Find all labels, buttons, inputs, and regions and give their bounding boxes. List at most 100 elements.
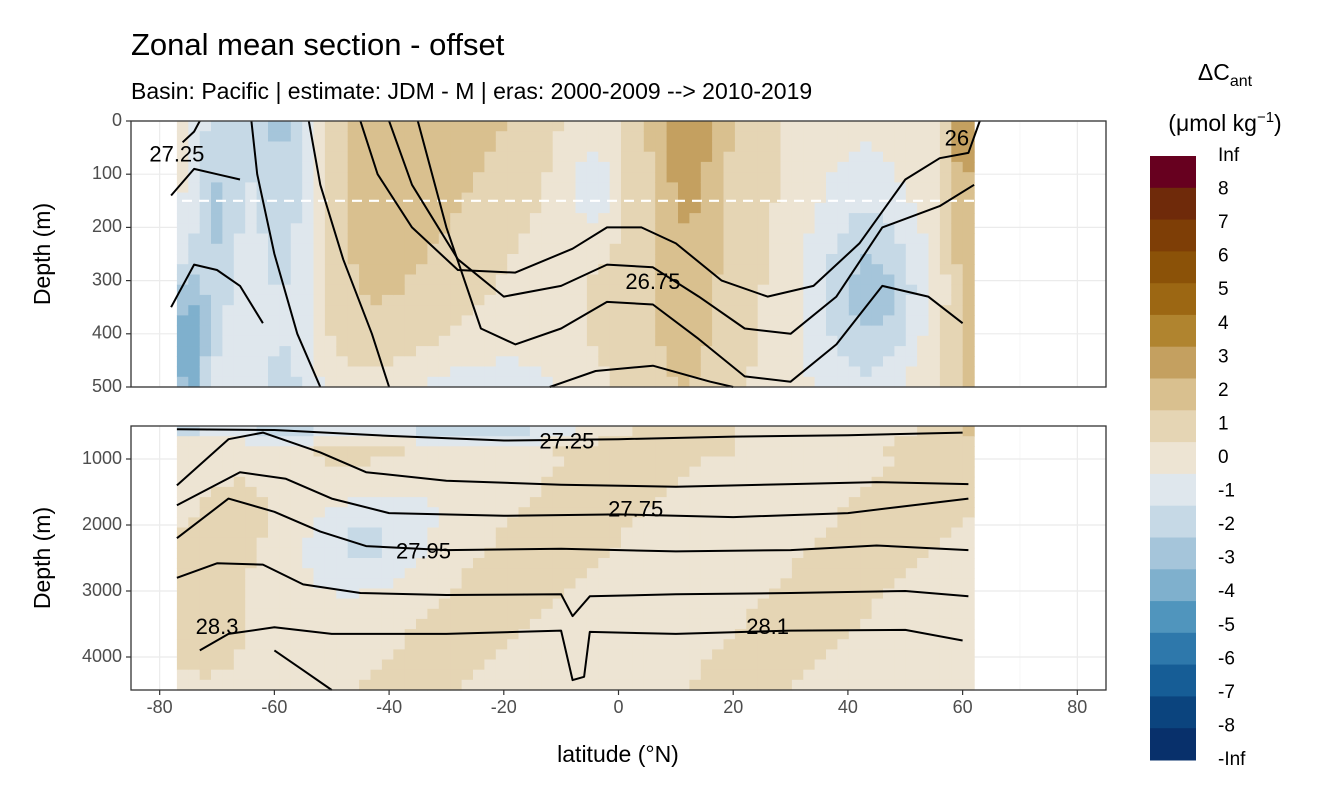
field-cell xyxy=(176,213,189,224)
field-cell xyxy=(370,346,383,357)
field-cell xyxy=(290,446,303,458)
field-cell xyxy=(746,284,759,296)
field-cell xyxy=(769,305,782,316)
field-cell xyxy=(518,182,531,194)
field-cell xyxy=(917,629,930,640)
field-cell xyxy=(279,466,292,478)
field-cell xyxy=(211,151,223,163)
field-cell xyxy=(529,547,542,559)
field-cell xyxy=(632,446,645,458)
field-cell xyxy=(803,161,816,173)
field-cell xyxy=(518,558,531,569)
field-cell xyxy=(962,151,975,163)
field-cell xyxy=(632,264,645,275)
field-cell xyxy=(939,568,952,579)
field-cell xyxy=(598,547,611,559)
field-cell xyxy=(416,456,428,468)
field-cell xyxy=(826,426,838,437)
field-cell xyxy=(507,264,520,275)
field-cell xyxy=(256,588,269,600)
field-cell xyxy=(233,618,246,630)
legend-units-close: ) xyxy=(1274,110,1282,136)
field-cell xyxy=(268,497,280,508)
field-cell xyxy=(188,315,201,327)
field-cell xyxy=(814,284,827,296)
field-cell xyxy=(609,325,622,337)
field-cell xyxy=(336,213,349,224)
field-cell xyxy=(347,476,360,488)
field-cell xyxy=(575,537,588,549)
field-cell xyxy=(222,456,235,468)
field-cell xyxy=(541,274,554,286)
field-cell xyxy=(256,618,269,630)
field-cell xyxy=(803,305,816,316)
field-cell xyxy=(268,578,280,590)
field-cell xyxy=(279,598,292,610)
field-cell xyxy=(791,629,804,640)
field-cell xyxy=(860,284,873,296)
field-cell xyxy=(381,608,394,620)
legend-units-main: (μmol kg xyxy=(1168,110,1257,136)
field-cell xyxy=(951,669,964,681)
field-cell xyxy=(621,507,633,518)
field-cell xyxy=(518,649,531,661)
field-cell xyxy=(803,131,816,142)
field-cell xyxy=(723,466,736,478)
field-cell xyxy=(359,486,372,498)
field-cell xyxy=(928,679,941,691)
field-cell xyxy=(894,161,907,173)
field-cell xyxy=(621,517,633,529)
field-cell xyxy=(712,192,725,204)
field-cell xyxy=(643,243,656,255)
field-cell xyxy=(541,456,554,468)
field-cell xyxy=(495,182,508,194)
field-cell xyxy=(176,558,189,569)
field-cell xyxy=(848,172,861,183)
field-cell xyxy=(621,202,633,214)
field-cell xyxy=(586,466,599,478)
field-cell xyxy=(256,356,269,368)
field-cell xyxy=(746,254,759,265)
field-cell xyxy=(757,639,770,650)
field-cell xyxy=(962,264,975,275)
field-cell xyxy=(609,335,622,347)
field-cell xyxy=(324,588,337,600)
field-cell xyxy=(393,315,406,327)
field-cell xyxy=(780,284,793,296)
field-cell xyxy=(609,223,622,235)
field-cell xyxy=(586,547,599,559)
field-cell xyxy=(848,659,861,671)
field-cell xyxy=(712,568,725,579)
field-cell xyxy=(450,121,463,132)
field-cell xyxy=(609,182,622,194)
field-cell xyxy=(769,233,782,245)
field-cell xyxy=(848,618,861,630)
field-cell xyxy=(666,527,679,539)
field-cell xyxy=(609,578,622,590)
field-cell xyxy=(222,588,235,600)
field-cell xyxy=(700,618,713,630)
field-cell xyxy=(290,679,303,691)
field-cell xyxy=(871,598,884,610)
field-cell xyxy=(393,161,406,173)
field-cell xyxy=(370,436,383,447)
field-cell xyxy=(780,202,793,214)
field-cell xyxy=(803,294,816,306)
field-cell xyxy=(803,558,816,569)
field-cell xyxy=(734,243,747,255)
field-cell xyxy=(450,446,463,458)
field-cell xyxy=(404,537,417,549)
field-cell xyxy=(757,547,770,559)
field-cell xyxy=(507,356,520,368)
field-cell xyxy=(256,346,269,357)
field-cell xyxy=(871,486,884,498)
field-cell xyxy=(256,476,269,488)
field-cell xyxy=(575,264,588,275)
field-cell xyxy=(678,659,690,671)
field-cell xyxy=(848,649,861,661)
field-cell xyxy=(700,486,713,498)
field-cell xyxy=(416,466,428,478)
field-cell xyxy=(461,598,474,610)
field-cell xyxy=(359,568,372,579)
field-cell xyxy=(279,223,292,235)
